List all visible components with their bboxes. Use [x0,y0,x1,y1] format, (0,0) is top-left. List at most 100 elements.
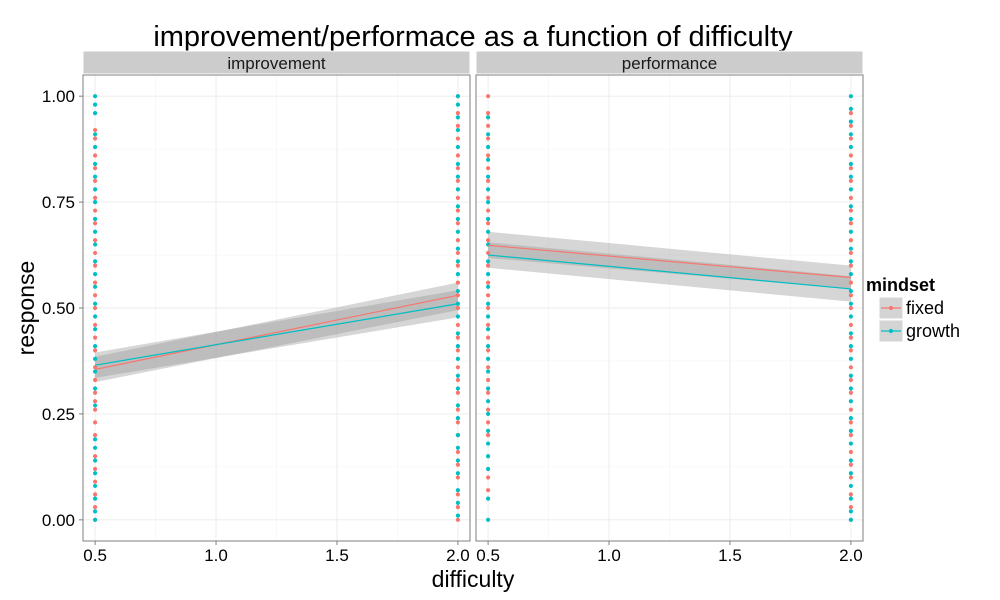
data-point-fixed [848,153,854,158]
data-point-growth [848,458,854,463]
data-point-growth [92,437,98,442]
data-point-growth [92,229,98,234]
data-point-fixed [92,348,98,353]
data-point-growth [485,272,491,277]
data-point-growth [455,229,461,234]
data-point-growth [455,94,461,99]
data-point-fixed [455,153,461,158]
data-point-growth [848,187,854,192]
fit-line-fixed [94,294,459,371]
facet-strip-label: performance [622,54,717,73]
legend-title: mindset [866,275,935,295]
data-point-fixed [92,407,98,412]
data-point-fixed [485,123,491,128]
y-tick-label: 0.50 [42,299,75,318]
data-point-fixed [848,390,854,395]
data-point-fixed [485,263,491,268]
data-point-fixed [455,195,461,200]
data-point-growth [92,242,98,247]
data-point-growth [455,488,461,493]
data-point-growth [455,216,461,222]
data-point-fixed [848,250,854,256]
data-point-growth [848,416,854,421]
y-tick-label: 0.75 [42,193,75,212]
data-point-fixed [485,208,491,213]
data-point-fixed [848,432,854,438]
data-point-fixed [455,348,461,353]
panel-border [475,74,864,542]
data-point-growth [455,416,461,421]
data-point-growth [848,373,854,378]
data-point-fixed [485,238,491,243]
data-point-fixed [848,280,854,285]
data-point-fixed [848,322,854,328]
data-point-growth [92,509,98,514]
data-point-growth [848,344,854,349]
data-point-growth [848,496,854,501]
data-point-growth [485,314,491,319]
data-point-growth [92,284,98,289]
x-tick-label: 0.5 [476,546,500,565]
data-point-fixed [485,136,491,141]
data-point-fixed [848,208,854,213]
data-point-growth [848,386,854,391]
data-point-growth [455,127,461,133]
data-point-growth [848,216,854,222]
data-point-growth [848,94,854,99]
data-point-growth [485,259,491,264]
data-point-growth [455,161,461,167]
data-point-fixed [92,432,98,438]
data-point-growth [92,327,98,332]
data-point-growth [848,132,854,137]
data-point-growth [848,229,854,234]
data-point-growth [848,272,854,277]
data-point-growth [848,144,854,150]
data-point-fixed [455,136,461,141]
data-point-fixed [455,365,461,370]
data-point-growth [455,115,461,120]
data-point-fixed [455,407,461,412]
data-point-growth [92,132,98,137]
data-point-growth [848,259,854,264]
data-point-fixed [455,377,461,383]
data-point-growth [455,314,461,319]
data-point-fixed [92,250,98,256]
data-point-growth [485,466,491,472]
data-point-fixed [848,377,854,383]
data-point-fixed [848,293,854,298]
legend-key-point [888,305,894,311]
data-point-fixed [455,238,461,243]
data-point-growth [848,301,854,306]
data-point-fixed [92,238,98,243]
data-point-growth [485,174,491,179]
data-point-growth [848,161,854,167]
data-point-fixed [485,293,491,298]
data-point-fixed [455,250,461,256]
data-point-growth [485,411,491,417]
data-point-growth [485,115,491,120]
data-point-growth [848,106,854,111]
data-point-growth [92,199,98,205]
data-point-growth [485,356,491,361]
facet-strip-label: improvement [227,54,326,73]
data-point-fixed [848,335,854,340]
data-point-fixed [92,153,98,158]
data-point-fixed [455,475,461,480]
data-point-growth [92,314,98,319]
data-point-growth [92,356,98,361]
data-point-growth [455,458,461,463]
data-point-fixed [848,492,854,497]
data-point-fixed [848,348,854,353]
data-point-fixed [92,280,98,285]
data-point-fixed [455,492,461,497]
data-point-fixed [485,377,491,383]
data-point-fixed [455,208,461,213]
legend: mindset fixed growth [866,275,960,343]
data-point-fixed [485,432,491,438]
data-point-growth [92,111,98,116]
facet-panel-performance: performance 0.5 1.0 1.5 2.0 [475,50,864,565]
data-point-growth [485,496,491,501]
data-point-fixed [848,263,854,268]
data-point-growth [848,174,854,179]
data-point-fixed [485,178,491,184]
